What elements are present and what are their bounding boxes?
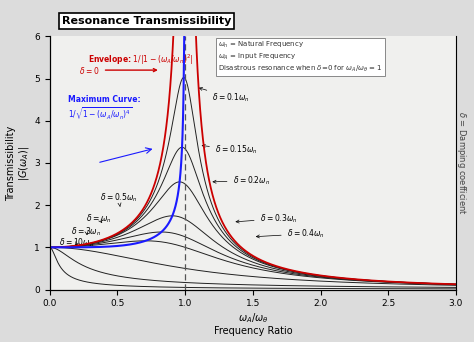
Text: $\delta = 0.4\omega_n$: $\delta = 0.4\omega_n$ (256, 227, 324, 240)
X-axis label: $\omega_A/\omega_\theta$
Frequency Ratio: $\omega_A/\omega_\theta$ Frequency Ratio (213, 311, 292, 337)
Text: Resonance Transmissibility: Resonance Transmissibility (62, 16, 231, 26)
Text: $\delta = 0.5\omega_n$: $\delta = 0.5\omega_n$ (100, 191, 137, 207)
Text: $\delta = 10\omega_n$: $\delta = 10\omega_n$ (59, 237, 94, 249)
Text: $\delta = 0.2\omega_n$: $\delta = 0.2\omega_n$ (213, 174, 270, 187)
Text: Maximum Curve:
$1/\sqrt{1-(\omega_A/\omega_n)^4}$: Maximum Curve: $1/\sqrt{1-(\omega_A/\ome… (68, 95, 141, 122)
Text: $\omega_n$ = Natural Frequency
$\omega_A$ = Input Frequency
Disastrous resonance: $\omega_n$ = Natural Frequency $\omega_A… (219, 40, 383, 74)
Text: $\delta = 3\omega_n$: $\delta = 3\omega_n$ (72, 225, 102, 238)
Y-axis label: $\delta$ = Damping coefficient: $\delta$ = Damping coefficient (456, 111, 468, 215)
Text: $\delta = 0.15\omega_n$: $\delta = 0.15\omega_n$ (202, 143, 257, 156)
Text: Envelope: $1/|1-(\omega_A/\omega_n)^2|$: Envelope: $1/|1-(\omega_A/\omega_n)^2|$ (88, 53, 194, 67)
Text: $\delta = 0.3\omega_n$: $\delta = 0.3\omega_n$ (236, 212, 297, 225)
Text: $\delta = 0.1\omega_n$: $\delta = 0.1\omega_n$ (200, 88, 250, 104)
Y-axis label: Transmissibility
$|G(\omega_A)|$: Transmissibility $|G(\omega_A)|$ (6, 125, 31, 200)
Text: $\delta = 0$: $\delta = 0$ (80, 65, 156, 76)
Text: $\delta = \omega_n$: $\delta = \omega_n$ (86, 212, 112, 225)
